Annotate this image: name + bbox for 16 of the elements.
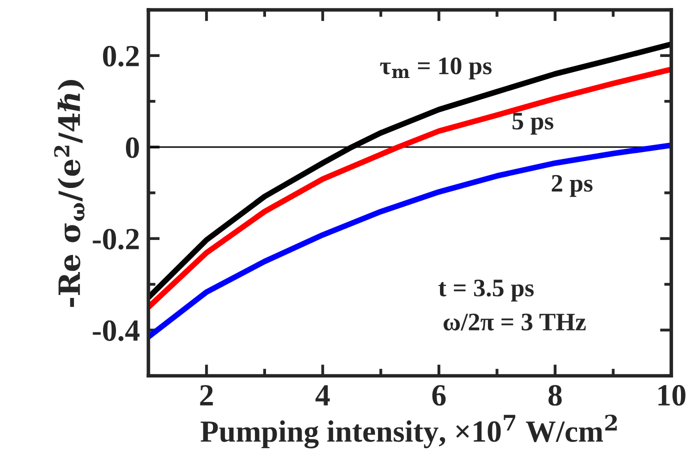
x-tick-label: 4 xyxy=(315,385,330,406)
x-tick-label: 8 xyxy=(548,385,562,406)
y-tick-label: 0.2 xyxy=(103,46,139,67)
y-tick-label: -0.2 xyxy=(92,228,139,250)
series-label: 5 ps xyxy=(512,112,554,135)
x-tick-label: 6 xyxy=(432,385,446,406)
annotation: t = 3.5 ps xyxy=(438,280,534,302)
annotation: ω/2π = 3 THz xyxy=(444,314,586,330)
y-tick-label: 0 xyxy=(126,137,139,158)
x-tick-label: 10 xyxy=(658,385,686,406)
y-tick-label: -0.4 xyxy=(92,320,140,342)
series-label: 2 ps xyxy=(552,174,593,197)
x-axis-title: Pumping intensity, ×10$^{7}$ W/cm$^{2}$ xyxy=(200,414,617,448)
series-label: τ$_{m}$ = 10 ps xyxy=(380,57,492,80)
y-axis-title: -Re σ$_{ω}$/(e$^{2}$/4ℏ) xyxy=(54,80,84,307)
x-tick-label: 2 xyxy=(200,385,213,406)
